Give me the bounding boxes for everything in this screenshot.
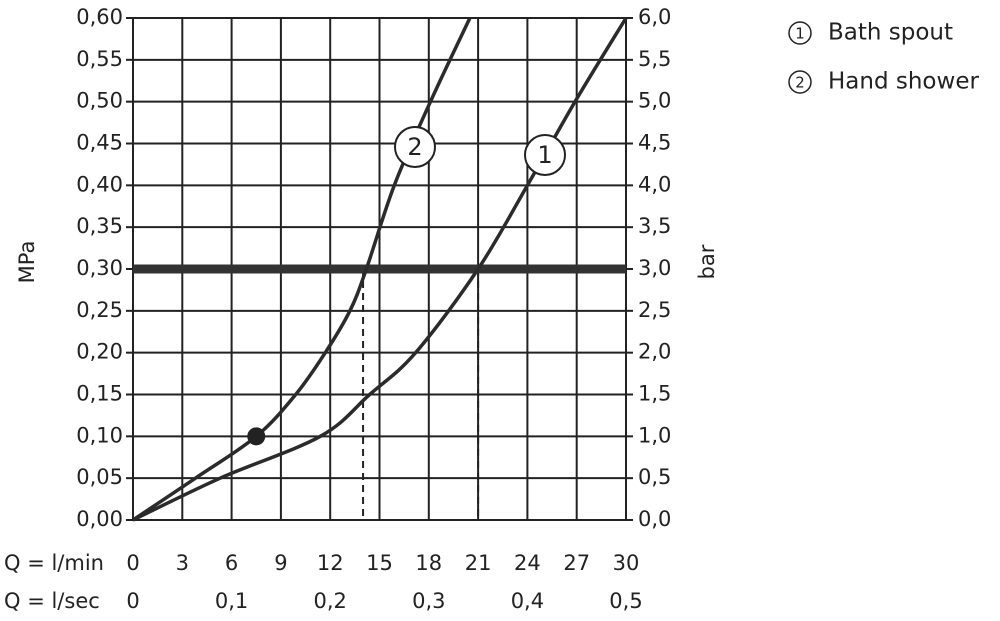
y2-tick-label: 2,0 [638, 340, 671, 364]
curve [132, 17, 628, 522]
x-tick-label: 15 [366, 551, 393, 575]
y2-tick-label: 2,5 [638, 298, 671, 322]
x-tick-label: 24 [514, 551, 541, 575]
x-tick-label: 12 [317, 551, 344, 575]
x-axis-label: Q = l/min [4, 551, 104, 575]
y2-axis-label: bar [695, 244, 719, 279]
x-tick-label: 0 [126, 551, 139, 575]
x2-tick-label: 0,5 [609, 589, 642, 613]
y-tick-label: 0,50 [76, 89, 123, 113]
curve-label-circle [524, 134, 566, 176]
x2-tick-label: 0,1 [215, 589, 248, 613]
y2-tick-label: 3,0 [638, 256, 671, 280]
y2-tick-label: 6,0 [638, 5, 671, 29]
y-tick-label: 0,15 [76, 382, 123, 406]
legend-circle [788, 70, 812, 94]
y-tick-label: 0,00 [76, 507, 123, 531]
x-tick-label: 30 [613, 551, 640, 575]
y-tick-label: 0,45 [76, 131, 123, 155]
x2-axis-label: Q = l/sec [4, 589, 100, 613]
legend-label: Bath spout [828, 20, 953, 46]
curve-label: 2 [407, 133, 422, 161]
y2-tick-label: 0,5 [638, 465, 671, 489]
highlight-point [247, 427, 266, 446]
legend-label: Hand shower [828, 69, 979, 95]
y-axis-label: MPa [15, 241, 39, 284]
y-tick-label: 0,40 [76, 172, 123, 196]
y-tick-label: 0,05 [76, 465, 123, 489]
y2-tick-label: 4,5 [638, 131, 671, 155]
y2-tick-label: 3,5 [638, 214, 671, 238]
y-tick-label: 0,25 [76, 298, 123, 322]
x2-tick-label: 0,3 [412, 589, 445, 613]
y2-tick-label: 0,0 [638, 507, 671, 531]
y-tick-label: 0,30 [76, 256, 123, 280]
y2-tick-label: 4,0 [638, 172, 671, 196]
y-tick-label: 0,20 [76, 340, 123, 364]
x2-tick-label: 0,4 [511, 589, 544, 613]
curve-label: 1 [537, 141, 552, 169]
y2-tick-label: 1,0 [638, 423, 671, 447]
x-tick-label: 18 [415, 551, 442, 575]
y-tick-label: 0,10 [76, 423, 123, 447]
x-tick-label: 3 [176, 551, 189, 575]
y2-tick-label: 1,5 [638, 382, 671, 406]
y-tick-label: 0,55 [76, 47, 123, 71]
curve-label-circle [394, 126, 436, 168]
x-tick-label: 6 [225, 551, 238, 575]
x-tick-label: 27 [563, 551, 590, 575]
y-tick-label: 0,60 [76, 5, 123, 29]
legend-number: 1 [795, 25, 805, 43]
y-tick-label: 0,35 [76, 214, 123, 238]
x2-tick-label: 0,2 [313, 589, 346, 613]
legend-circle [788, 21, 812, 45]
x2-tick-label: 0 [126, 589, 139, 613]
x-tick-label: 9 [274, 551, 287, 575]
y2-tick-label: 5,0 [638, 89, 671, 113]
legend-number: 2 [795, 74, 805, 92]
x-tick-label: 21 [465, 551, 492, 575]
y2-tick-label: 5,5 [638, 47, 671, 71]
